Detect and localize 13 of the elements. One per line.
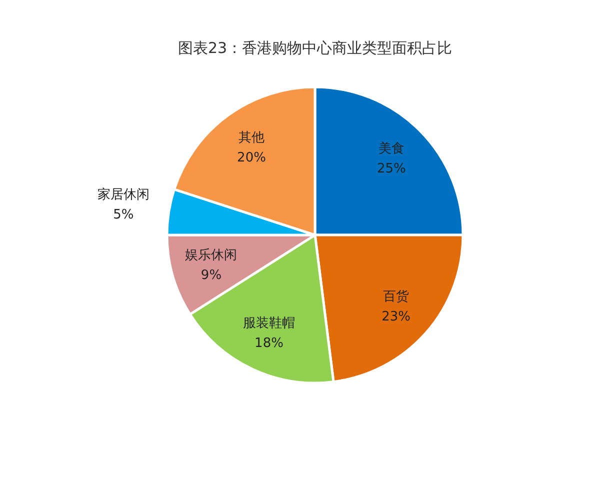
data-label: 23%: [382, 309, 410, 324]
slice-label: 娱乐休闲: [185, 248, 238, 264]
data-label: 20%: [237, 150, 266, 166]
chart-title: 图表23：香港购物中心商业类型面积占比: [178, 39, 452, 58]
slice-label: 家居休闲: [97, 186, 150, 203]
data-label: 25%: [376, 162, 406, 177]
data-label: 5%: [113, 208, 134, 223]
slice-label: 美食: [378, 140, 404, 157]
slice-label: 百货: [383, 289, 410, 304]
slice-label: 服装鞋帽: [243, 316, 295, 331]
data-label: 9%: [200, 268, 222, 284]
slice-label: 其他: [238, 130, 264, 146]
data-label: 18%: [254, 336, 284, 351]
